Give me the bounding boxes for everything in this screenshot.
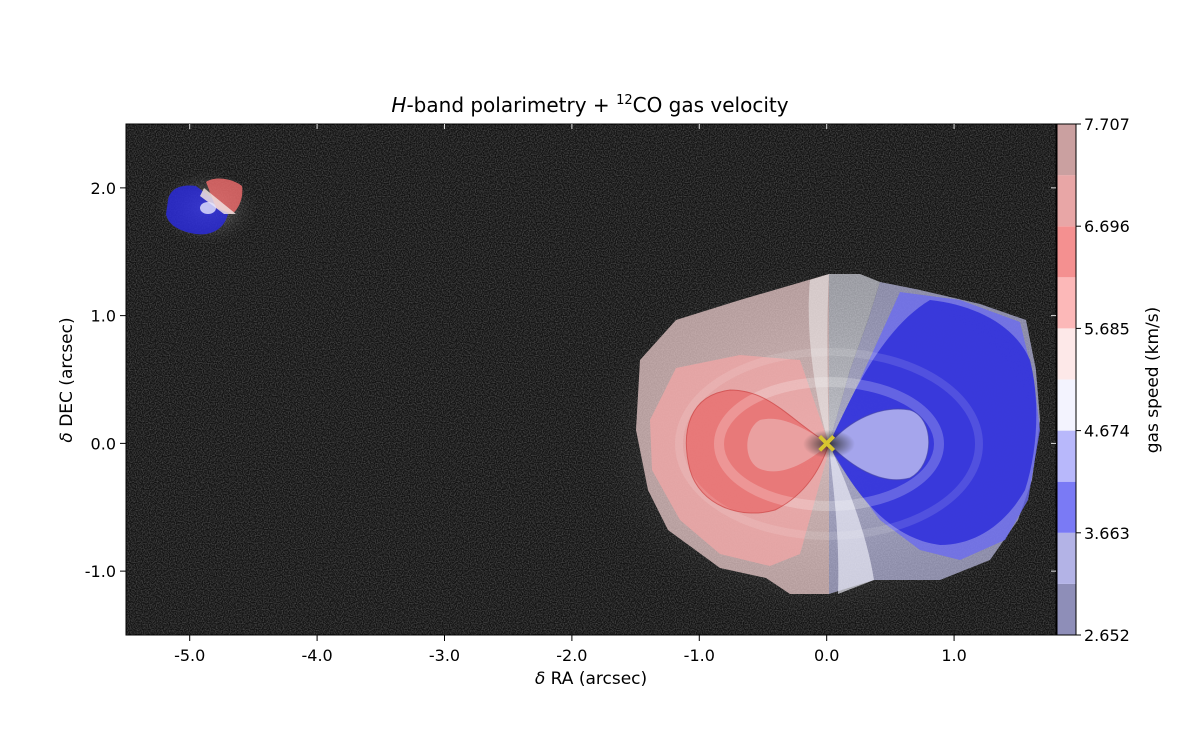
x-tick-label: -2.0 xyxy=(556,646,587,665)
colorbar-segment xyxy=(1057,277,1076,329)
colorbar-segment xyxy=(1057,583,1076,635)
x-tick-label: -5.0 xyxy=(174,646,205,665)
disk-region-blue-inner xyxy=(829,409,929,480)
x-tick-label: -4.0 xyxy=(301,646,332,665)
star-marker-stroke xyxy=(818,434,836,452)
markers xyxy=(818,434,836,452)
plot-area xyxy=(126,124,1056,635)
contour-blue xyxy=(828,408,930,481)
companion-velocity-map xyxy=(146,164,266,252)
colorbar-segment xyxy=(1057,124,1076,176)
x-tick-label: 0.0 xyxy=(814,646,839,665)
colorbar-frame xyxy=(1056,123,1077,636)
chart-title: H-band polarimetry + 12CO gas velocity xyxy=(391,93,788,117)
y-axis-label: δ DEC (arcsec) xyxy=(57,317,77,442)
x-axis-label: δ RA (arcsec) xyxy=(535,669,647,689)
x-tick-label: -1.0 xyxy=(684,646,715,665)
colorbar-segment xyxy=(1057,328,1076,380)
y-tick-label: -1.0 xyxy=(85,562,116,581)
colorbar-segment xyxy=(1057,175,1076,227)
colorbar-segment xyxy=(1057,430,1076,482)
y-tick-label: 2.0 xyxy=(91,179,116,198)
companion-core xyxy=(200,202,216,214)
colorbar-tick-label: 6.696 xyxy=(1084,217,1130,236)
colorbar-tick-label: 5.685 xyxy=(1084,319,1130,338)
disk-velocity-map xyxy=(636,274,1040,594)
y-tick-label: 1.0 xyxy=(91,307,116,326)
colorbar-segment xyxy=(1057,226,1076,278)
companion-blue xyxy=(166,185,228,235)
colorbar-segment xyxy=(1057,481,1076,533)
disk-region-red-inner xyxy=(747,418,829,472)
contour-red xyxy=(685,389,830,514)
colorbar-segment xyxy=(1057,379,1076,431)
disk-region-neutral-north xyxy=(829,274,880,444)
colorbar-segment xyxy=(1057,532,1076,584)
y-tick-label: 0.0 xyxy=(91,434,116,453)
companion-neutral xyxy=(200,188,236,214)
colorbar-tick-label: 3.663 xyxy=(1084,524,1130,543)
colorbar: 2.652 3.663 4.674 5.685 6.696 7.707 xyxy=(1056,115,1130,645)
disk-ring xyxy=(714,377,944,511)
disk-region-neutral-band xyxy=(829,444,874,594)
colorbar-label: gas speed (km/s) xyxy=(1143,307,1163,453)
x-tick-label: 1.0 xyxy=(941,646,966,665)
star-marker xyxy=(818,434,836,452)
disk-ring-outer xyxy=(675,348,983,540)
x-axis: -5.0 -4.0 -3.0 -2.0 -1.0 0.0 1.0 xyxy=(174,124,967,665)
disk-region-blue xyxy=(829,300,1037,545)
disk-region-neutral-band-north xyxy=(808,274,829,444)
y-axis: -1.0 0.0 1.0 2.0 xyxy=(85,179,1056,581)
colorbar-tick-label: 2.652 xyxy=(1084,626,1130,645)
colorbar-tick-label: 7.707 xyxy=(1084,115,1130,134)
x-tick-label: -3.0 xyxy=(429,646,460,665)
plot-frame xyxy=(125,123,1057,636)
colorbar-tick-label: 4.674 xyxy=(1084,422,1130,441)
